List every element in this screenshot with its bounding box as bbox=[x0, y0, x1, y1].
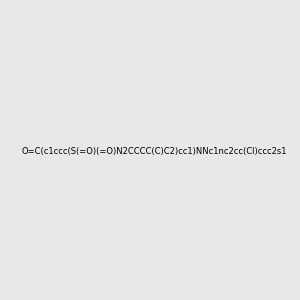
Text: O=C(c1ccc(S(=O)(=O)N2CCCC(C)C2)cc1)NNc1nc2cc(Cl)ccc2s1: O=C(c1ccc(S(=O)(=O)N2CCCC(C)C2)cc1)NNc1n… bbox=[21, 147, 286, 156]
